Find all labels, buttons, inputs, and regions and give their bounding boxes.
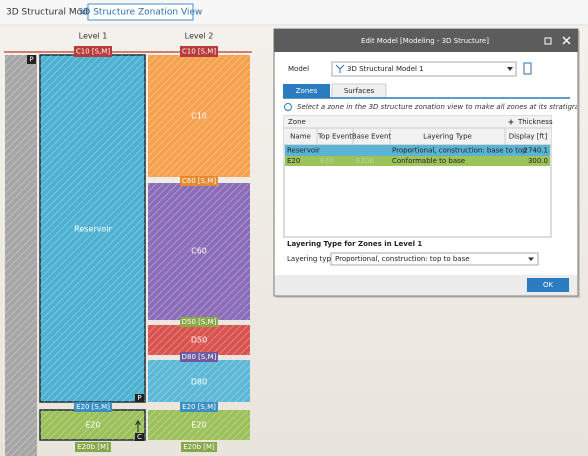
pin-icon[interactable]: [544, 37, 552, 45]
horizon-label: C10 [S,M]: [76, 48, 110, 56]
horizon-tag: [180, 46, 218, 57]
horizon-tag: [180, 317, 218, 327]
zone-label: D50: [191, 336, 207, 345]
marker-box: [27, 55, 36, 64]
horizon-label: E20b [M]: [183, 443, 215, 451]
hatch: [40, 55, 145, 402]
cell: Conformable to base: [392, 157, 465, 165]
hatch: [148, 325, 250, 355]
horizon-tag: [74, 402, 112, 412]
hatch: [5, 55, 37, 456]
layering-value: Proportional, construction: top to base: [335, 255, 470, 263]
horizon-label: D80 [S,M]: [182, 353, 217, 361]
dialog-title: Edit Model [Modeling - 3D Structure]: [361, 37, 489, 45]
hatch: [148, 360, 250, 402]
dropdown-arrow: [528, 257, 534, 261]
cell: Proportional, construction: base to top: [392, 147, 527, 155]
cell: Reservoir: [287, 147, 320, 155]
dialog-titlebar: [274, 29, 578, 52]
info-icon: [284, 103, 292, 111]
column-header: Layering Type: [423, 133, 472, 141]
cell: E20b: [356, 157, 374, 165]
horizon-tag: [180, 402, 218, 412]
column-header: Base Event: [352, 133, 392, 141]
zone-label: Reservoir: [74, 225, 112, 234]
tab-zones[interactable]: [283, 84, 330, 98]
horizon-label: E20 [S,M]: [182, 403, 216, 411]
layering-dropdown[interactable]: [330, 252, 539, 266]
ok-button[interactable]: [527, 278, 569, 292]
cell: E20: [287, 157, 300, 165]
marker: P: [29, 56, 33, 64]
horizon-label: C10 [S,M]: [182, 48, 216, 56]
layering-label: Layering type: [287, 255, 335, 263]
model-settings-icon[interactable]: [523, 62, 532, 75]
tab[interactable]: 3D Structural Model 1: [6, 8, 105, 18]
dialog-footer: [275, 275, 577, 295]
zone-label: D80: [191, 378, 207, 387]
horizon-tag: [180, 176, 218, 186]
ok-label[interactable]: OK: [543, 281, 554, 289]
horizon-label: C60 [S,M]: [182, 177, 216, 185]
column-header: Display [ft]: [509, 133, 548, 141]
level-header: Level 2: [185, 32, 214, 41]
group-header: Thickness: [517, 118, 553, 126]
zone-label: E20: [191, 421, 206, 430]
zone-label: C10: [191, 112, 207, 121]
zone-label: E20: [85, 421, 100, 430]
marker-box: [135, 394, 144, 402]
tab-active[interactable]: 3D Structure Zonation View: [78, 8, 203, 18]
level-header: Level 1: [79, 32, 108, 41]
model-dropdown[interactable]: [331, 61, 517, 77]
hatch: [148, 183, 250, 320]
horizon-tag: [181, 442, 217, 452]
horizon-tag: [75, 442, 111, 452]
horizon-tag: [180, 352, 218, 362]
horizon-label: D50 [S,M]: [182, 318, 217, 326]
close-icon[interactable]: [562, 36, 571, 45]
horizon-tag: [74, 46, 112, 57]
tab-label[interactable]: Zones: [296, 87, 318, 95]
arrow-icon: [135, 420, 141, 432]
cell: 300.0: [528, 157, 548, 165]
group-header: Zone: [288, 118, 306, 126]
tab-label[interactable]: Surfaces: [344, 87, 375, 95]
table-header: [284, 116, 551, 145]
section-title: Layering Type for Zones in Level 1: [287, 240, 422, 248]
expand-icon[interactable]: [508, 119, 514, 125]
model-icon: [335, 64, 345, 73]
active-tab-frame[interactable]: [87, 3, 194, 21]
horizon-label: E20 [S,M]: [76, 403, 110, 411]
horizon-label: E20b [M]: [77, 443, 109, 451]
table-row[interactable]: [285, 145, 550, 156]
column-header: Name: [290, 133, 311, 141]
dropdown-arrow: [507, 67, 513, 71]
table-row[interactable]: [285, 156, 550, 166]
model-value: 3D Structural Model 1: [347, 65, 424, 73]
hatch: [40, 410, 145, 440]
hatch: [148, 55, 250, 177]
cell: 2740.1: [524, 147, 549, 155]
marker-box: [135, 433, 144, 441]
marker: P: [137, 394, 141, 402]
cell: E20: [320, 157, 333, 165]
marker: C: [137, 433, 142, 441]
info-text: Select a zone in the 3D structure zonati…: [297, 103, 588, 111]
zone-label: C60: [191, 247, 207, 256]
hatch: [148, 410, 250, 440]
model-label: Model: [288, 65, 309, 73]
column-header: Top Event: [317, 133, 352, 141]
